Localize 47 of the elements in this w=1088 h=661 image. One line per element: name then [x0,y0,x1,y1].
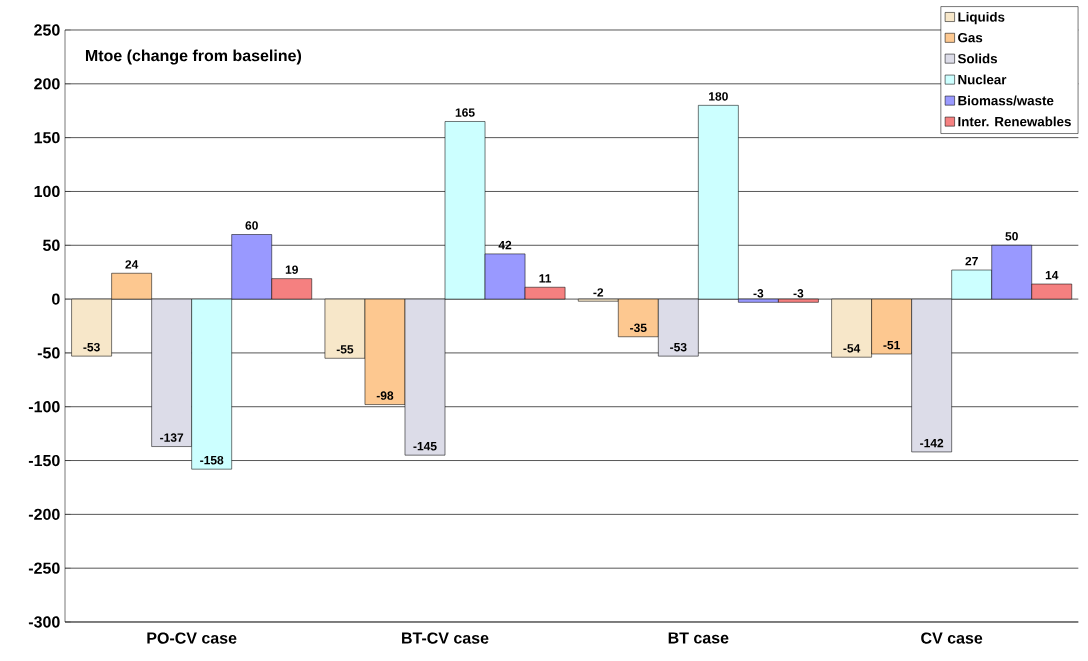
data-label: -145 [413,442,437,451]
x-tick-label: BT case [668,632,729,644]
data-label: -53 [83,342,100,352]
data-label: 165 [455,108,475,117]
y-axis-title: Mtoe (change from baseline) [85,49,302,65]
data-label: -53 [670,342,687,352]
legend-label: Nuclear [958,74,1007,85]
data-label: -2 [593,288,604,297]
legend-label: Liquids [958,11,1005,25]
data-label: 11 [539,274,552,283]
x-tick-label: PO-CV case [147,632,237,644]
y-tick-label: -100 [28,401,60,413]
data-label: 14 [1045,271,1059,280]
data-label: -35 [630,323,647,333]
y-tick-label: 0 [52,293,60,305]
data-label: -3 [753,289,764,298]
legend-label: Gas [958,32,983,43]
data-label: -142 [920,438,944,448]
data-label: -158 [200,455,224,465]
data-label: -98 [376,391,394,400]
data-label: -54 [843,344,861,353]
x-tick-label: BT-CV case [402,632,489,644]
legend-label: Solids [957,53,998,64]
y-tick-label: 200 [34,78,60,90]
y-tick-label: 100 [34,185,60,198]
data-label: 27 [965,256,978,266]
data-label: 24 [125,260,139,269]
y-tick-label: -50 [37,347,60,359]
data-label: -51 [883,340,900,350]
y-tick-label: 50 [43,239,60,251]
data-label: 50 [1005,232,1018,241]
data-label: 42 [498,240,512,250]
legend-label: Inter. Renewables [958,116,1071,127]
x-tick-label: CV case [921,632,983,644]
legend-label: Biomass/waste [958,95,1054,106]
data-label: -137 [160,433,184,442]
data-label: 19 [285,265,298,274]
data-label: 180 [709,92,728,101]
y-tick-label: 150 [34,131,60,144]
data-label: 60 [245,221,258,230]
y-tick-label: 250 [34,24,60,36]
data-label: -55 [336,345,354,354]
data-label: -3 [793,289,804,298]
y-tick-label: -150 [28,454,60,467]
y-tick-label: -250 [28,562,60,574]
y-tick-label: -300 [28,616,60,628]
y-tick-label: -200 [28,508,60,521]
